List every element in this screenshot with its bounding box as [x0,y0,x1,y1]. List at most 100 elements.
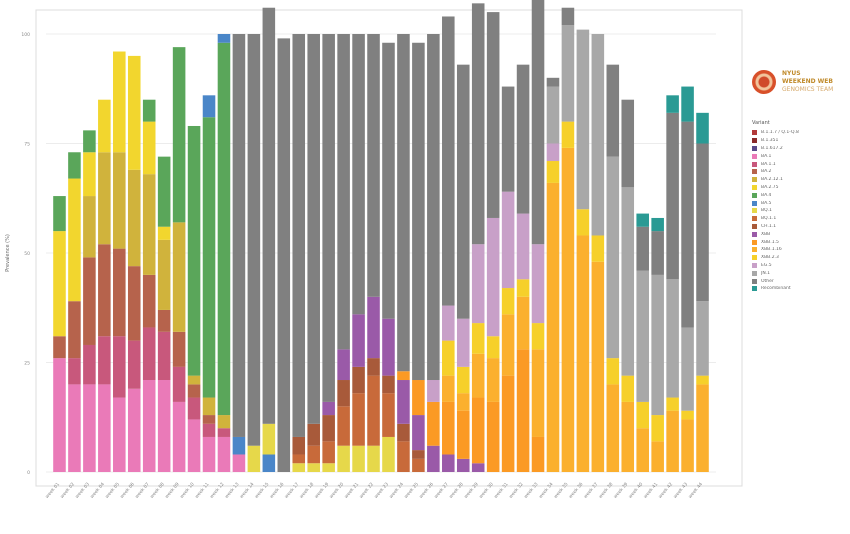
bar-segment [157,226,171,240]
bar-segment [397,371,410,381]
bar-segment [456,458,470,472]
bar-segment [442,375,455,402]
bar-segment [576,209,590,236]
legend-swatch [752,239,757,245]
y-tick-label: 50 [24,251,30,257]
bar-segment [247,445,261,472]
legend-swatch [752,192,757,198]
logo-text: NYUS WEEKEND WEB GENOMICS TEAM [782,70,833,94]
bar-segment [157,380,171,472]
bar-segment [561,25,575,122]
legend-swatch [752,223,757,229]
legend-swatch [752,270,757,276]
legend-swatch [752,130,757,136]
bar-segment [127,169,141,267]
legend-label: BA.1 [761,153,772,159]
bar-segment [187,397,201,420]
bar-segment [666,112,679,280]
grid-lines [46,33,716,473]
bar-segment [292,436,306,455]
bar-segment [501,191,515,289]
logo-emblem-icon [752,70,776,94]
bar-segment [636,270,649,402]
bar-segment [486,336,500,359]
bar-segment [456,318,470,367]
legend-swatch [752,262,757,268]
bar-segment [382,42,395,319]
bar-segment [247,34,261,446]
bar-segment [442,305,455,341]
legend-swatch [752,216,757,222]
bar-segment [98,384,111,472]
bar-segment [367,358,380,376]
bar-segment [397,423,410,442]
bar-segment [486,401,500,472]
bar-segment [292,34,306,437]
bar-segment [142,174,156,275]
legend-swatch [752,255,757,261]
bar-segment [486,217,500,337]
legend-item: BQ.1 [752,207,848,215]
legend-swatch [752,200,757,206]
bar-segment [142,121,156,175]
bar-segment [142,274,156,328]
bar-segment [681,419,694,472]
legend-item: BA.2.75 [752,184,848,192]
bar-segment [471,323,485,354]
bar-segment [681,86,694,122]
bar-segment [606,156,620,359]
legend-item: BA.1 [752,152,848,160]
bar-segment [98,336,111,385]
legend-label: XBB [761,231,771,237]
bar-segment [262,454,276,472]
bar-segment [382,318,395,376]
bar-segment [621,99,635,188]
legend-swatch [752,177,757,183]
bar-segment [202,436,216,472]
bar-segment [501,86,515,192]
bar-segment [157,156,171,227]
y-tick-label: 0 [27,470,30,476]
bar-segment [471,3,485,245]
bar-segment [157,309,171,332]
bar-segment [142,327,156,381]
bar-segment [636,213,649,227]
bar-segment [307,34,320,424]
bar-segment [127,388,141,472]
bar-segment [696,143,709,302]
bar-segment [202,95,216,118]
bar-segment [127,266,141,341]
bar-segment [456,410,470,459]
bar-segment [516,213,530,280]
bar-segment [367,34,380,297]
bar-segment [651,274,664,416]
bar-segment [412,450,425,459]
bar-segment [98,99,111,153]
bar-segment [172,222,186,332]
bar-segment [352,34,365,315]
bar-segment [516,296,530,350]
bar-segment [98,244,111,337]
bar-segment [442,454,455,472]
legend-label: EG.5 [761,262,772,268]
legend-item: XBB [752,230,848,238]
bar-segment [427,34,440,381]
bar-segment [337,406,350,446]
bar-segment [127,340,141,389]
bar-segment [113,152,126,249]
bar-segment [471,244,485,324]
bar-segment [651,231,664,275]
bar-segment [202,423,216,437]
legend-item: Other [752,277,848,285]
legend-item: JN.1 [752,269,848,277]
bar-segment [681,121,694,328]
bar-segment [202,415,216,424]
bar-segment [172,47,186,223]
legend-items: B.1.1.7 / Q.1-Q.8 B.1.351 B.1.617.2 BA.1 BA.… [752,129,848,293]
bar-segment [696,301,709,376]
bar-segment [501,375,515,472]
bar-segment [157,239,171,310]
bar-segment [292,463,306,472]
legend-swatch [752,278,757,284]
legend-label: BA.4 [761,192,772,198]
